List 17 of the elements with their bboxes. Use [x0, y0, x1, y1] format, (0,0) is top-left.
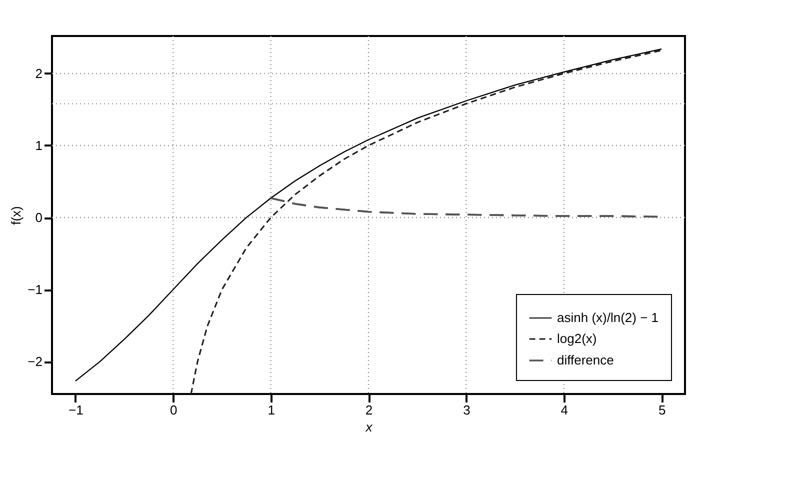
legend-label: log2(x) [557, 331, 597, 346]
x-tick-label: 2 [365, 402, 373, 418]
x-tick-label: 4 [560, 402, 568, 418]
x-tick-label: −1 [68, 402, 84, 418]
legend-label: asinh (x)/ln(2) − 1 [557, 310, 659, 325]
y-tick-label: −2 [28, 354, 42, 370]
x-tick-label: 1 [268, 402, 275, 418]
x-axis-title: x [364, 420, 373, 434]
x-tick-label: 0 [170, 402, 178, 418]
y-tick-label: 2 [35, 66, 42, 81]
y-tick-label: 0 [35, 210, 42, 226]
y-tick-label: 1 [35, 138, 42, 153]
x-tick-label: 3 [463, 402, 470, 418]
y-tick-label: −1 [28, 282, 42, 298]
y-axis-title: f(x) [8, 206, 24, 225]
legend-label: difference [557, 352, 614, 368]
x-tick-label: 5 [658, 402, 666, 418]
